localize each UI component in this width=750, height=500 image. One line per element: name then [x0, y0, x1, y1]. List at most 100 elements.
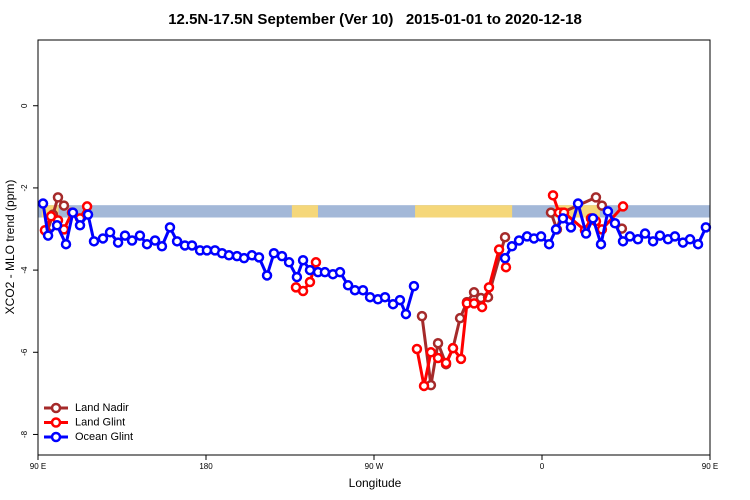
series-point [51, 220, 63, 231]
chart-title: 12.5N-17.5N September (Ver 10) 2015-01-0… [168, 11, 582, 28]
y-tick-label: -4 [20, 266, 29, 274]
series-point [654, 230, 666, 241]
series-point [283, 257, 295, 268]
series-point [104, 227, 116, 238]
series-point [513, 235, 525, 246]
series-point [535, 231, 547, 242]
series-point [156, 241, 168, 252]
series-point [418, 380, 430, 392]
legend-label: Ocean Glint [75, 431, 133, 443]
series-point [119, 230, 131, 241]
series-point [543, 238, 555, 250]
series-point [379, 291, 391, 303]
series-point [394, 294, 406, 306]
series-point [261, 270, 273, 281]
series-point [134, 230, 146, 241]
series-point [88, 236, 100, 247]
series-point [97, 233, 109, 244]
series-point [304, 264, 316, 276]
series-point [632, 234, 644, 245]
series-point [617, 236, 629, 247]
series-point [692, 238, 704, 250]
series-point [310, 257, 322, 268]
series-point [186, 240, 198, 251]
series-point [468, 287, 480, 298]
series-point [253, 252, 265, 263]
x-tick-label: 180 [199, 462, 213, 471]
series-point [37, 198, 49, 209]
land-patch [415, 205, 513, 218]
series-point [81, 201, 93, 212]
series-point [447, 342, 459, 354]
series-point [454, 312, 466, 324]
series-point [499, 231, 511, 243]
series-point [126, 235, 138, 246]
y-tick-label: -2 [20, 184, 29, 192]
series-point [587, 213, 599, 224]
series-point [223, 250, 235, 261]
series-point [291, 271, 303, 283]
series-point [565, 222, 577, 233]
series-point [493, 244, 505, 255]
series-point [425, 347, 437, 358]
series-point [547, 190, 559, 201]
series-point [141, 238, 153, 250]
series-point [440, 357, 452, 369]
x-tick-label: 90 E [30, 462, 46, 471]
series-point [334, 266, 346, 278]
series-point [639, 228, 651, 239]
series-point [684, 234, 696, 245]
series-point [669, 231, 681, 242]
plot-frame [37, 39, 711, 456]
series-point [58, 200, 70, 211]
legend-label: Land Glint [75, 416, 125, 428]
series-point [82, 209, 94, 220]
legend-marker [50, 417, 62, 428]
series-point [74, 220, 86, 231]
series-point [700, 222, 712, 233]
series-point [647, 236, 659, 247]
y-axis-label: XCO2 - MLO trend (ppm) [3, 180, 17, 315]
legend-marker [50, 431, 62, 443]
series-point [52, 192, 64, 203]
series-point [609, 218, 621, 229]
series-point [276, 250, 288, 262]
y-tick-label: -6 [20, 348, 29, 356]
land-patch [291, 205, 318, 218]
series-point [557, 213, 569, 224]
x-tick-label: 90 W [365, 462, 384, 471]
series-point [112, 237, 124, 248]
series-point [500, 261, 512, 273]
series-point [342, 280, 354, 291]
series-point [304, 276, 316, 288]
series-point [411, 343, 423, 355]
series-point [297, 285, 309, 297]
series-point [506, 241, 518, 252]
series-point [297, 254, 309, 266]
series-point [400, 308, 412, 320]
series-point [432, 352, 444, 364]
series-point [42, 230, 54, 241]
series-point [149, 235, 161, 246]
legend-marker [50, 402, 62, 414]
x-axis-label: Longitude [349, 476, 402, 490]
x-tick-label: 0 [540, 462, 545, 471]
series-point [319, 266, 331, 278]
series-point [602, 206, 614, 217]
y-tick-label: 0 [20, 103, 29, 108]
series-point [432, 337, 444, 349]
series-point [499, 252, 511, 264]
y-tick-label: -8 [20, 430, 29, 438]
series-point [357, 284, 369, 296]
series-point [476, 301, 488, 313]
series-point [595, 238, 607, 250]
series-point [171, 236, 183, 247]
series-point [416, 310, 428, 322]
series-point [572, 198, 584, 209]
series-point [590, 192, 602, 203]
series-point [580, 228, 592, 239]
series-point [408, 280, 420, 292]
series-point [67, 207, 79, 218]
series-point [483, 282, 495, 293]
